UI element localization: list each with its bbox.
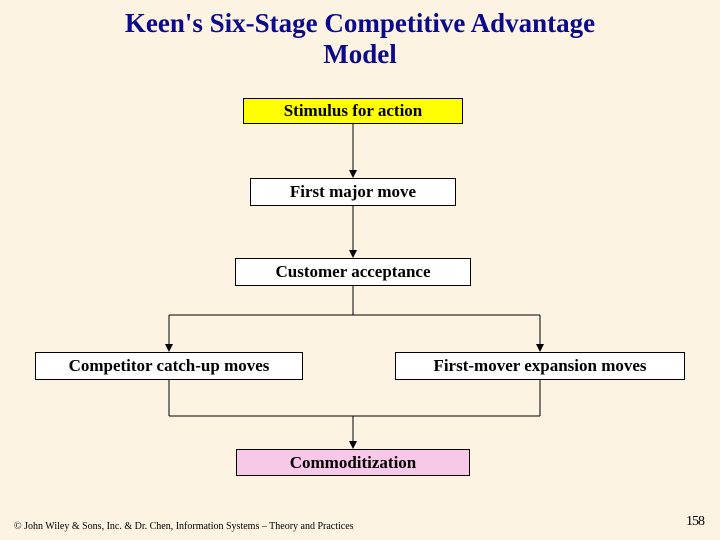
stage-first-move-label: First major move (290, 182, 416, 202)
stage-stimulus: Stimulus for action (243, 98, 463, 124)
stage-catchup: Competitor catch-up moves (35, 352, 303, 380)
stage-acceptance: Customer acceptance (235, 258, 471, 286)
stage-catchup-label: Competitor catch-up moves (69, 356, 270, 376)
stage-first-move: First major move (250, 178, 456, 206)
copyright-footer: © John Wiley & Sons, Inc. & Dr. Chen, In… (14, 521, 354, 532)
stage-commoditization-label: Commoditization (290, 453, 417, 473)
page-number: 158 (686, 514, 704, 530)
stage-expansion: First-mover expansion moves (395, 352, 685, 380)
stage-expansion-label: First-mover expansion moves (433, 356, 646, 376)
stage-acceptance-label: Customer acceptance (275, 262, 430, 282)
stage-commoditization: Commoditization (236, 449, 470, 476)
title-line-1: Keen's Six-Stage Competitive Advantage (0, 8, 720, 39)
title-line-2: Model (0, 39, 720, 70)
stage-stimulus-label: Stimulus for action (284, 101, 423, 121)
copyright-text: © John Wiley & Sons, Inc. & Dr. Chen, In… (14, 521, 354, 532)
slide-title: Keen's Six-Stage Competitive Advantage M… (0, 0, 720, 70)
